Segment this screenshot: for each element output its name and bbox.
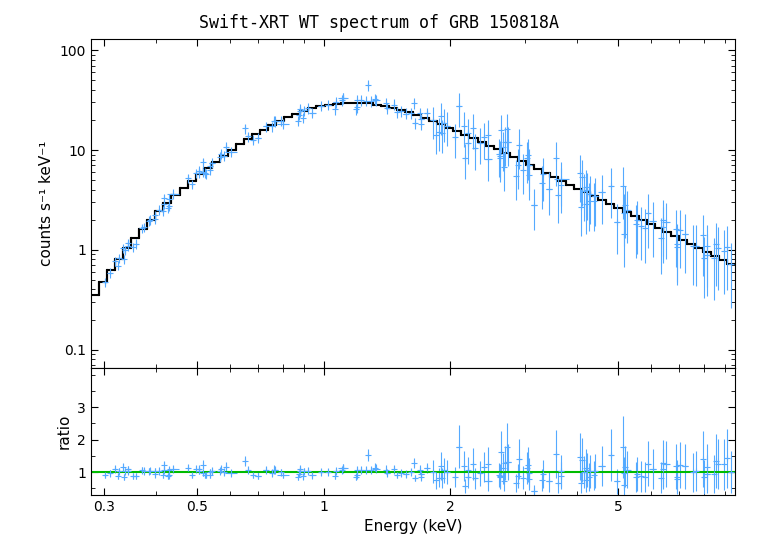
X-axis label: Energy (keV): Energy (keV) <box>364 519 462 534</box>
Text: Swift-XRT WT spectrum of GRB 150818A: Swift-XRT WT spectrum of GRB 150818A <box>199 14 559 32</box>
Y-axis label: counts s⁻¹ keV⁻¹: counts s⁻¹ keV⁻¹ <box>39 141 54 266</box>
Y-axis label: ratio: ratio <box>57 414 72 449</box>
